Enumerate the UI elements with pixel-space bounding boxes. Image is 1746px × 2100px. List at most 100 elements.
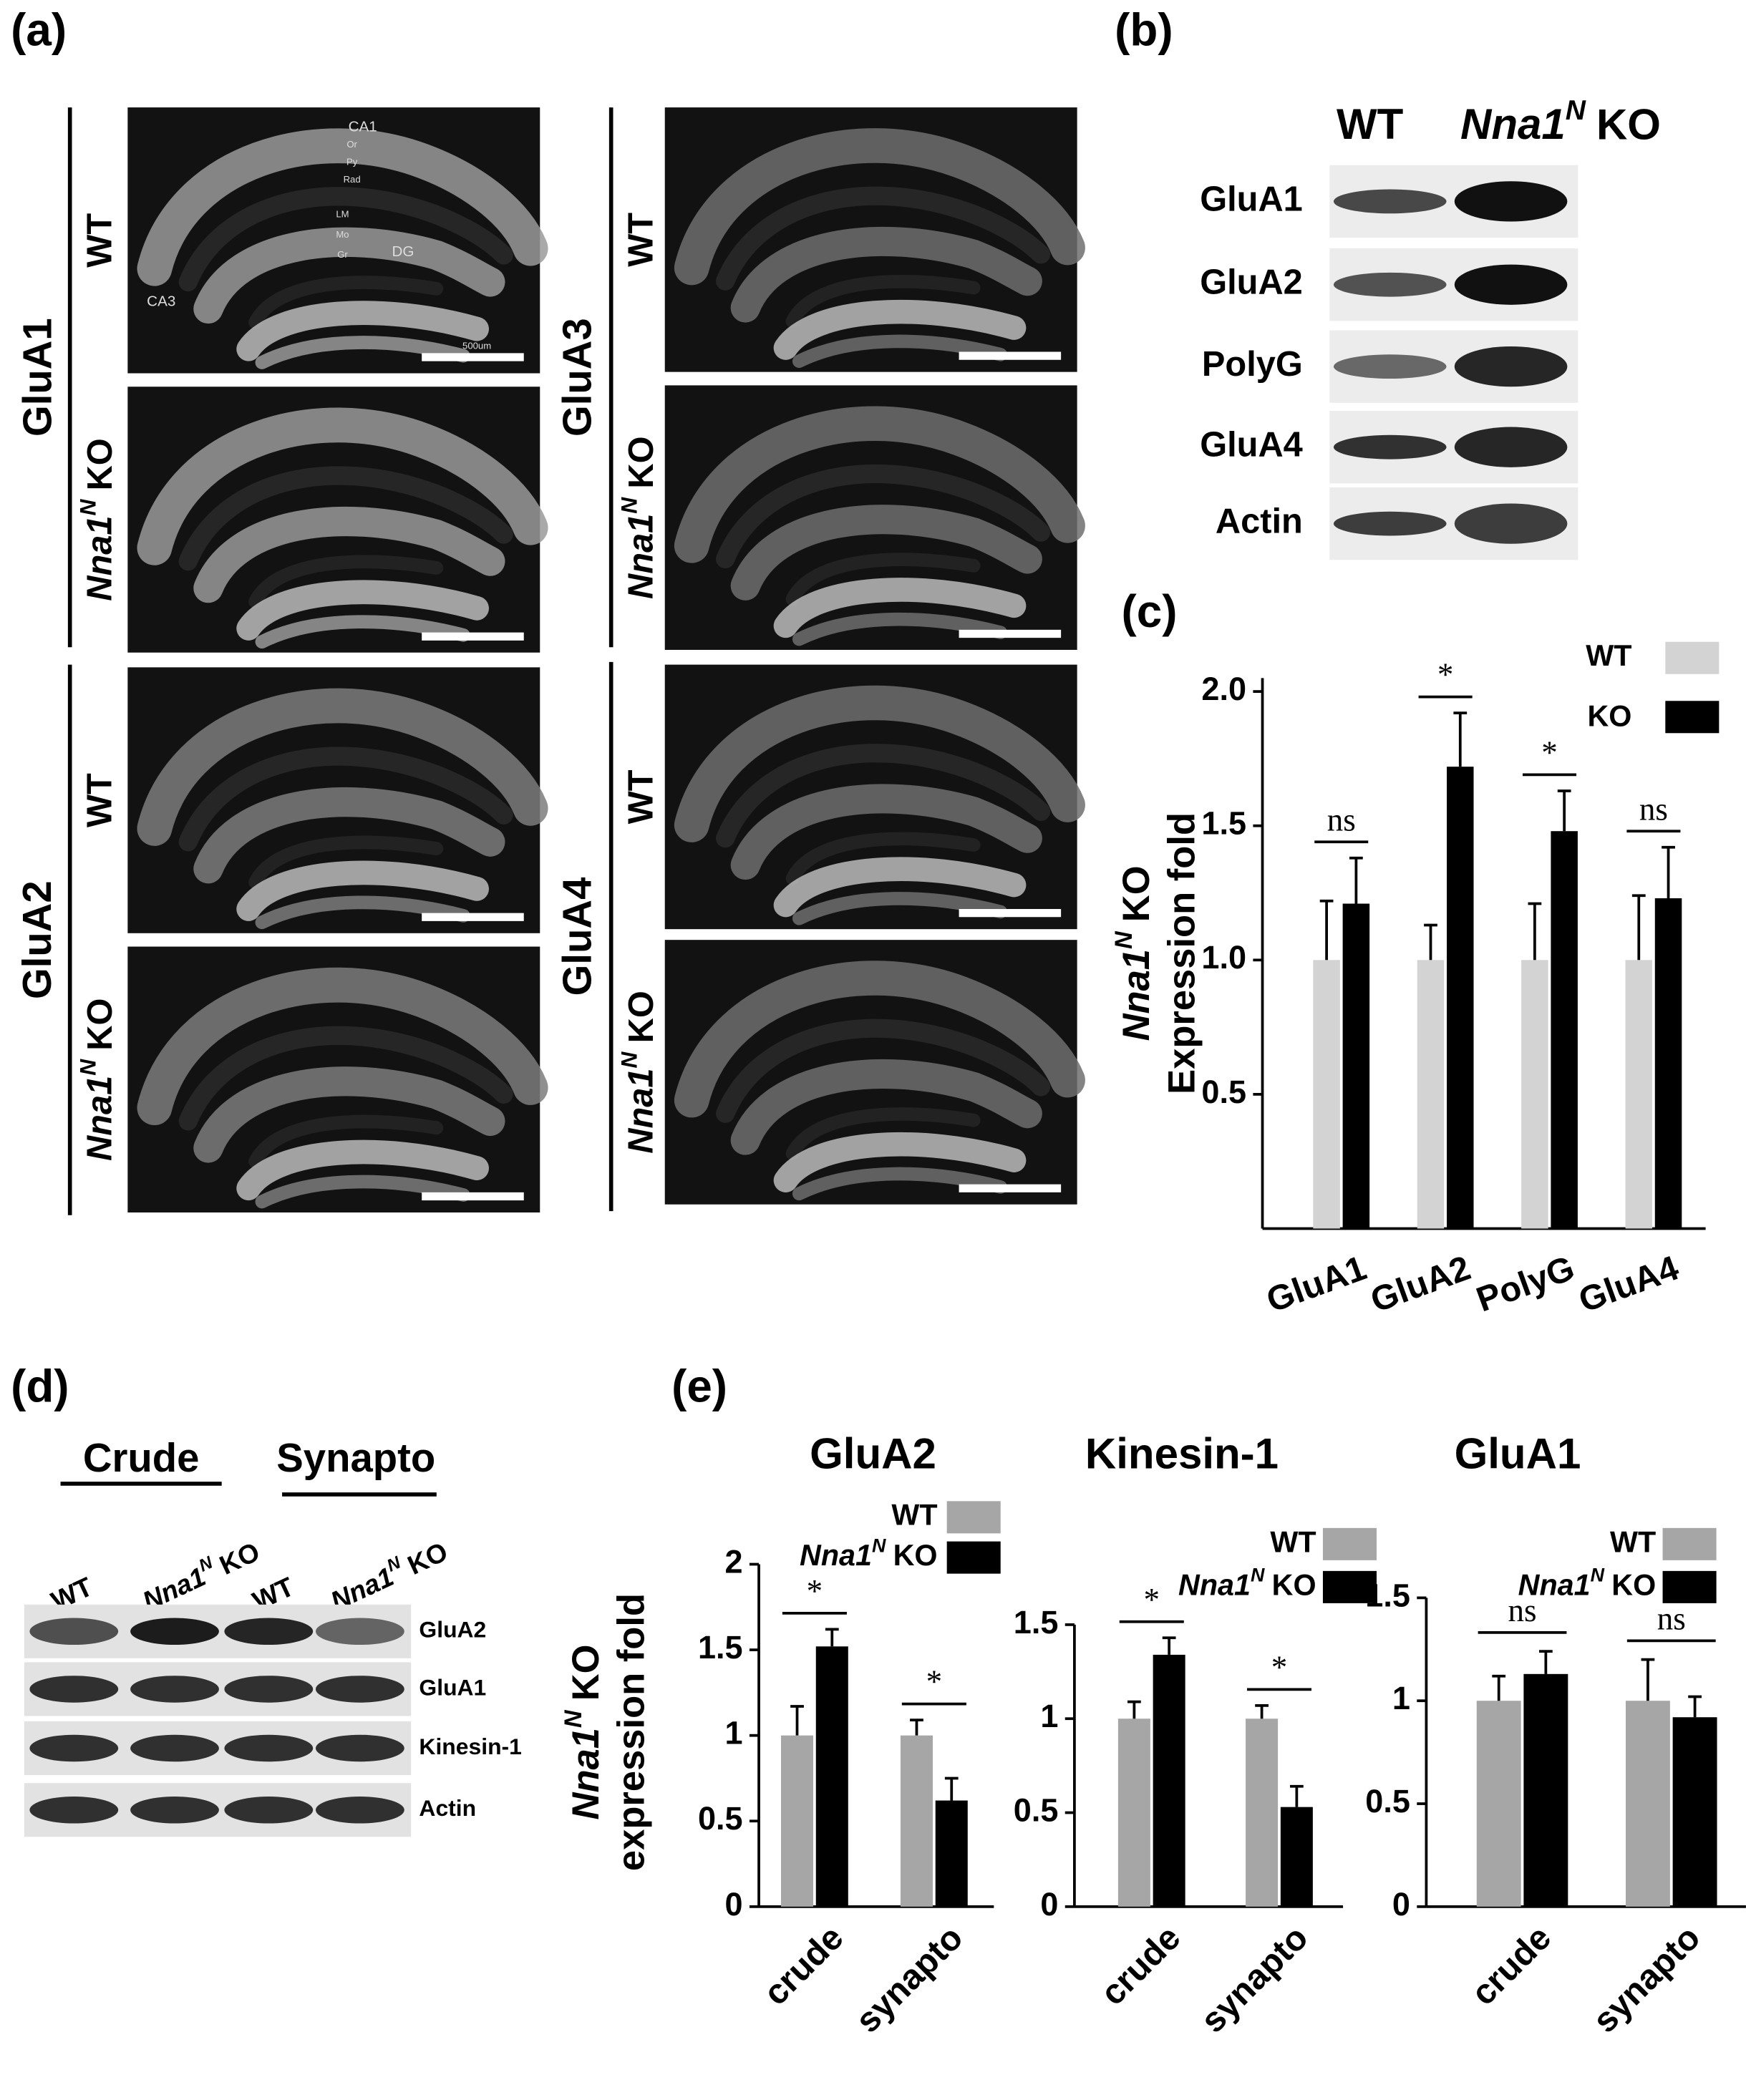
blot-band [224,1797,314,1824]
blot-band [224,1734,314,1762]
bar [1342,903,1370,1229]
x-tick-label: GluA1 [1261,1248,1371,1320]
error-bar [790,1705,804,1736]
tissue-layer [178,1026,513,1131]
error-bar [1424,923,1437,961]
blot-row-label: GluA1 [1200,180,1303,218]
genotype-label: Nna1N KO [75,438,120,601]
bar [815,1646,848,1907]
region-label: Mo [336,229,349,240]
significance-label: ns [1327,802,1356,837]
ko-suffix: KO [215,1536,264,1580]
blot-band [130,1797,219,1824]
tissue-layer [730,226,1042,323]
blot-row-label: Actin [419,1795,476,1821]
tissue-layer [193,506,505,603]
legend-label: Nna1N KO [1178,1565,1316,1602]
hippocampus [674,961,1085,1201]
bar [1625,1701,1670,1907]
region-label: CA1 [349,119,377,135]
tissue-layer [785,832,981,885]
tissue-layer [674,685,1085,842]
hippocampus [674,685,1085,925]
tissue-layer [255,1175,470,1209]
gene-name: Nna1 [622,514,661,599]
chart-title: Kinesin-1 [1085,1429,1279,1477]
tissue-layer [773,299,1027,360]
blot-band [1333,434,1447,460]
tissue-layer [792,1167,1008,1201]
hippocampus [137,407,548,649]
genotype-label: Nna1N KO [616,991,661,1153]
gene-name: Nna1 [1460,100,1566,148]
y-tick-label: 1.5 [1201,805,1246,842]
x-tick-label: GluA4 [1573,1248,1683,1320]
legend-swatch [1322,1570,1377,1603]
legend-label: KO [1588,700,1632,733]
blot-row-label: PolyG [1202,345,1303,384]
hippocampus [137,128,548,369]
tissue-layer [255,615,470,649]
legend-swatch [1662,1570,1717,1603]
chart-title: GluA1 [1455,1429,1581,1477]
gene-name: Nna1 [1115,949,1158,1041]
blot-band [1454,503,1568,544]
tissue-layer [137,688,548,846]
genotype-label: WT [81,773,120,827]
region-label: Gr [337,249,348,260]
tissue-layer [674,961,1085,1118]
ko-suffix: KO [1596,100,1661,148]
x-tick-label: crude [1464,1918,1558,2013]
ko-suffix: KO [403,1536,452,1580]
error-bar [1127,1700,1141,1719]
error-bar [1688,1695,1702,1718]
gene-name: Nna1 [81,515,120,601]
hippocampus [674,406,1085,646]
error-bar [1453,711,1468,767]
blot-band [29,1676,119,1703]
blot-row-label: GluA2 [1200,263,1303,302]
region-label: Or [346,139,357,150]
y-axis-label: Nna1N KO [560,1644,607,1819]
group-label: Crude [83,1435,200,1480]
tissue-layer [773,1132,1027,1192]
y-tick-label: 1.5 [1014,1604,1059,1640]
significance-label: ns [1508,1593,1537,1628]
y-tick-label: 0.5 [1201,1074,1246,1110]
tissue-layer [716,465,1051,569]
panel-label: (b) [1115,4,1173,56]
ko-suffix: KO [1115,865,1158,922]
lane-label: Nna1NKO [325,1533,452,1616]
error-bar [1162,1636,1176,1655]
gene-name: Nna1 [1518,1568,1591,1601]
tissue-layer [255,336,470,369]
superscript: N [560,1709,587,1728]
superscript: N [616,497,642,514]
error-bar [1662,845,1675,899]
tissue-layer [792,892,1008,925]
tissue-layer [236,860,489,921]
tissue-layer [193,1066,505,1163]
blot-band [130,1618,219,1646]
blot-band [29,1797,119,1824]
tissue-layer [236,301,489,361]
x-tick-label: PolyG [1472,1248,1580,1319]
superscript: N [1110,930,1138,949]
significance-label: ns [1639,791,1668,827]
superscript: N [1251,1565,1265,1586]
ko-suffix: KO [1611,1568,1656,1601]
bar [780,1735,814,1907]
tissue-layer [193,787,505,884]
tissue-layer [785,275,981,329]
tissue-layer [137,967,548,1126]
y-tick-label: 0 [1392,1886,1410,1922]
legend-swatch [1665,701,1720,734]
gene-name: Nna1 [81,1076,120,1161]
receptor-label: GluA4 [554,878,599,996]
bar [1672,1717,1717,1907]
blot-band [1333,354,1447,379]
x-tick-label: crude [1093,1918,1188,2013]
y-axis-label: Nna1N KO [1110,865,1158,1041]
y-tick-label: 0 [724,1886,742,1922]
